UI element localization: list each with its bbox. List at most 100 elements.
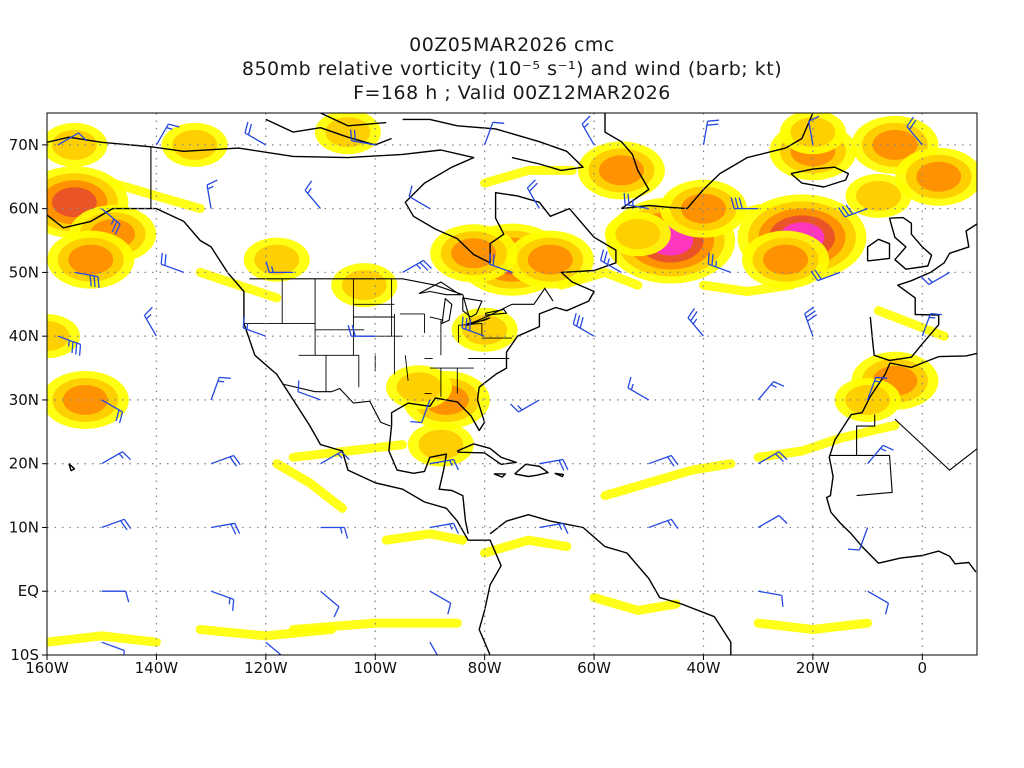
wind-barb [57, 335, 82, 356]
wind-barb [627, 376, 650, 401]
vorticity-band [753, 618, 873, 634]
vorticity-maximum [47, 370, 129, 429]
latitude-tick-label: 20N [9, 455, 39, 473]
vorticity-maximum [407, 422, 474, 467]
wind-barb [730, 197, 759, 210]
lat-lon-gridlines [47, 113, 977, 655]
wind-barb [572, 313, 595, 337]
wind-barb [408, 185, 431, 210]
great-lake [485, 308, 508, 316]
wind-barb [648, 518, 679, 529]
vorticity-maximum [331, 263, 398, 308]
coastline [388, 425, 469, 534]
coastline [320, 113, 387, 127]
country-border [249, 278, 554, 325]
wind-barb [488, 252, 513, 274]
wind-barb [526, 179, 540, 209]
latitude-tick-label: 30N [9, 391, 39, 409]
great-lake [441, 297, 453, 325]
wind-barb [160, 252, 185, 274]
wind-barb [510, 399, 540, 413]
country-border [829, 414, 876, 456]
wind-barb [349, 129, 376, 146]
wind-barb [837, 204, 868, 218]
wind-barb [429, 458, 459, 471]
vorticity-maximum [161, 122, 228, 167]
vorticity-maximum [834, 377, 901, 422]
latitude-tick-label: EQ [18, 582, 39, 600]
wind-barb [210, 376, 231, 401]
title-run-time: 00Z05MAR2026 cmc [409, 34, 615, 56]
latitude-tick-label: 70N [9, 136, 39, 154]
coastline [869, 223, 977, 362]
coastline [456, 443, 518, 465]
coastline [790, 166, 850, 188]
wind-barb [101, 399, 124, 424]
vorticity-band [47, 631, 161, 647]
wind-barb [581, 115, 595, 146]
wind-barb [867, 444, 894, 465]
wind-barb [265, 261, 294, 274]
wind-barb [539, 458, 569, 471]
longitude-tick-label: 40W [687, 659, 721, 677]
wind-barb [101, 590, 130, 603]
longitude-tick-label: 20W [796, 659, 830, 677]
wind-barb [210, 522, 241, 535]
wind-barb [539, 522, 569, 534]
coastline [621, 204, 688, 210]
vorticity-maximum [47, 230, 135, 289]
wind-barb [483, 121, 505, 146]
wind-barb [461, 316, 485, 337]
wind-barb [920, 271, 950, 285]
vorticity-maximum [243, 237, 310, 282]
wind-barb [410, 399, 431, 424]
vorticity-band [381, 529, 468, 545]
country-border [856, 454, 893, 497]
wind-barb [758, 590, 784, 607]
latitude-tick-label: 60N [9, 200, 39, 218]
longitude-tick-label: 120W [244, 659, 288, 677]
wind-barb [320, 590, 340, 618]
coastline [402, 118, 584, 172]
coastline [493, 473, 507, 478]
wind-barb [804, 306, 818, 337]
coastline [825, 362, 977, 573]
coastline [489, 514, 732, 655]
vorticity-maximum [451, 307, 518, 352]
vorticity-maximum [742, 230, 830, 289]
vorticity-maximum [604, 212, 671, 257]
title-field-description: 850mb relative vorticity (10⁻⁵ s⁻¹) and … [241, 58, 783, 80]
wind-barb [101, 518, 132, 531]
vorticity-maximum [845, 173, 912, 218]
wind-barb [757, 381, 785, 401]
wind-barb [402, 259, 432, 273]
vorticity-maximum [659, 179, 747, 238]
state-border [429, 316, 444, 321]
wind-barb [707, 252, 732, 274]
vorticity-maximum [386, 365, 452, 410]
latitude-tick-label: 40N [9, 327, 39, 345]
country-border [282, 383, 391, 427]
longitude-tick-label: 0 [918, 659, 928, 677]
wind-barb [867, 590, 890, 615]
plot-background [47, 113, 977, 655]
great-lake [465, 317, 491, 327]
latitude-tick-label: 10S [10, 646, 39, 664]
longitude-tick-label: 100W [354, 659, 398, 677]
coastline [888, 216, 933, 270]
vorticity-band [600, 459, 736, 501]
wind-barb [702, 119, 720, 146]
wind-barbs [57, 115, 950, 655]
wind-barb [57, 132, 88, 146]
vorticity-band [480, 165, 577, 188]
coastline [889, 352, 977, 369]
vorticity-band [753, 420, 900, 462]
wind-barb [304, 180, 321, 210]
coastline [514, 463, 549, 478]
coastline [47, 136, 617, 432]
wind-barb [623, 193, 649, 210]
wind-barb [101, 641, 125, 655]
wind-barb [210, 590, 235, 611]
